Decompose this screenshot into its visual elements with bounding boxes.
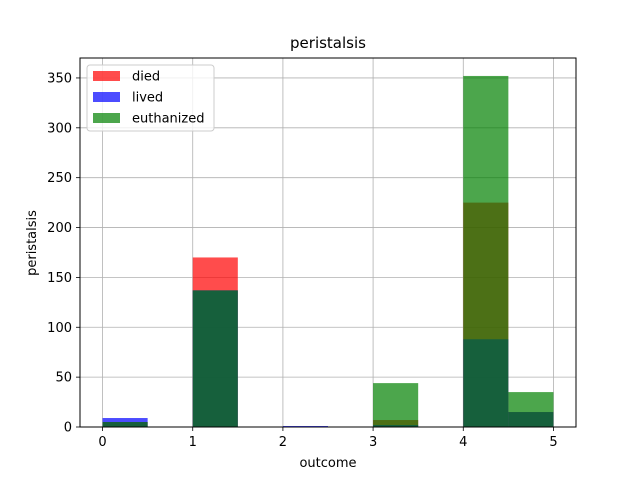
x-tick-label: 0	[98, 435, 106, 450]
y-axis-label: peristalsis	[25, 210, 40, 276]
y-tick-label: 50	[55, 371, 72, 386]
chart-title: peristalsis	[290, 34, 366, 52]
histogram-bar-euthanized	[463, 75, 509, 427]
y-tick-label: 300	[47, 121, 72, 136]
histogram-bar-euthanized	[508, 392, 554, 427]
y-tick-label: 200	[47, 221, 72, 236]
legend-swatch-euthanized	[93, 113, 120, 123]
legend-swatch-died	[93, 71, 120, 81]
histogram-bar-euthanized	[373, 383, 419, 427]
legend: died lived euthanized	[86, 64, 215, 132]
legend-swatch-lived	[93, 92, 120, 102]
y-tick-label: 350	[47, 71, 72, 86]
x-axis-label: outcome	[299, 456, 356, 471]
y-tick-label: 150	[47, 271, 72, 286]
x-tick-label: 3	[369, 435, 377, 450]
histogram-bar-euthanized	[192, 290, 238, 427]
x-tick-label: 1	[189, 435, 197, 450]
legend-label-died: died	[132, 70, 160, 85]
plot-frame	[79, 57, 577, 428]
y-tick-label: 250	[47, 171, 72, 186]
x-tick-label: 5	[549, 435, 557, 450]
y-tick-label: 100	[47, 321, 72, 336]
x-tick-label: 4	[459, 435, 467, 450]
legend-label-lived: lived	[132, 91, 163, 106]
bars	[102, 75, 554, 427]
y-tick-label: 0	[64, 421, 72, 436]
legend-label-euthanized: euthanized	[132, 112, 204, 127]
histogram-bar-euthanized	[102, 422, 148, 427]
x-tick-label: 2	[279, 435, 287, 450]
